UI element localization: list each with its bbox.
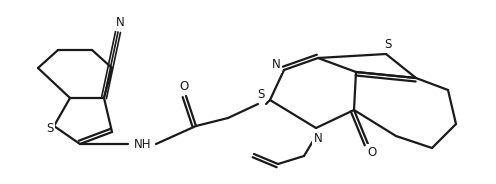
Text: S: S (384, 38, 392, 52)
Text: NH: NH (134, 137, 152, 151)
Text: O: O (180, 81, 188, 93)
Text: O: O (368, 146, 376, 158)
Text: N: N (313, 132, 322, 144)
Text: N: N (272, 59, 280, 72)
Text: S: S (257, 89, 265, 102)
Text: N: N (116, 17, 124, 29)
Text: S: S (46, 121, 54, 135)
